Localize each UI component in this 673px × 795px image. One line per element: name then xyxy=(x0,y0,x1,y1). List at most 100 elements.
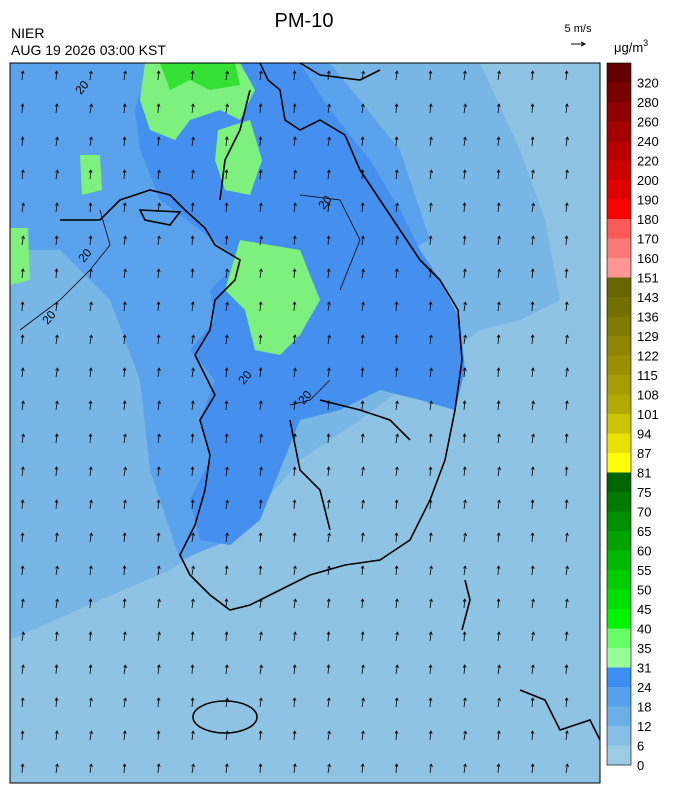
wind-arrow xyxy=(428,70,433,81)
wind-arrow xyxy=(293,598,297,609)
colorbar-cell xyxy=(607,648,631,668)
wind-arrow xyxy=(463,763,467,774)
wind-arrow xyxy=(360,400,365,411)
wind-arrow xyxy=(463,499,467,510)
colorbar-label: 18 xyxy=(637,700,651,715)
wind-arrow xyxy=(190,664,195,675)
wind-arrow xyxy=(394,730,399,741)
wind-arrow xyxy=(123,70,127,81)
wind-arrow xyxy=(20,367,25,378)
wind-arrow xyxy=(292,532,297,543)
wind-arrow xyxy=(21,598,25,609)
wind-arrow xyxy=(497,235,501,246)
wind-arrow xyxy=(394,268,399,279)
wind-arrow xyxy=(428,301,433,312)
colorbar-cell xyxy=(607,258,631,278)
wind-arrow xyxy=(123,268,127,279)
colorbar-cell xyxy=(607,550,631,571)
wind-arrow xyxy=(157,598,161,609)
wind-arrow xyxy=(463,697,467,708)
wind-arrow xyxy=(225,499,229,510)
wind-arrow xyxy=(496,730,501,741)
wind-arrow xyxy=(157,631,161,642)
wind-arrow xyxy=(156,730,161,741)
wind-arrow xyxy=(497,301,501,312)
wind-arrow xyxy=(530,268,535,279)
wind-arrow xyxy=(394,367,399,378)
wind-arrow xyxy=(20,136,25,147)
wind-arrow xyxy=(21,202,25,213)
wind-arrow xyxy=(293,400,297,411)
wind-arrow xyxy=(259,202,263,213)
wind-arrow xyxy=(259,235,263,246)
colorbar-cell xyxy=(607,82,631,103)
wind-arrow xyxy=(21,664,25,675)
wind-arrow xyxy=(327,136,331,147)
wind-arrow xyxy=(360,202,365,213)
wind-arrow xyxy=(327,532,331,543)
wind-arrows xyxy=(20,70,569,774)
wind-arrow xyxy=(258,730,263,741)
colorbar-frame xyxy=(606,62,632,766)
title: PM-10 xyxy=(275,10,334,32)
wind-arrow xyxy=(55,202,59,213)
wind-arrow xyxy=(191,136,195,147)
wind-arrow xyxy=(191,565,195,576)
wind-arrow xyxy=(54,631,59,642)
wind-arrow xyxy=(89,103,93,114)
wind-arrow xyxy=(190,466,195,477)
colorbar-cell xyxy=(607,375,631,395)
wind-arrow xyxy=(463,301,467,312)
wind-arrow xyxy=(326,169,331,180)
wind-arrow xyxy=(157,169,161,180)
wind-arrow xyxy=(190,400,195,411)
wind-arrow xyxy=(122,763,127,774)
colorbar-label: 31 xyxy=(637,661,651,676)
wind-arrow xyxy=(395,466,399,477)
colorbar-cell xyxy=(607,238,631,259)
wind-arrow xyxy=(496,103,501,114)
wind-arrow xyxy=(88,466,93,477)
wind-arrow xyxy=(326,631,331,642)
wind-arrow xyxy=(394,697,399,708)
wind-arrow xyxy=(564,202,569,213)
wind-arrow xyxy=(54,235,59,246)
wind-arrow xyxy=(292,334,297,345)
wind-arrow xyxy=(20,565,25,576)
wind-arrow xyxy=(564,631,569,642)
colorbar-label: 220 xyxy=(637,154,659,169)
wind-arrow xyxy=(497,433,501,444)
wind-arrow xyxy=(530,499,535,510)
wind-arrow xyxy=(54,697,59,708)
wind-arrow xyxy=(530,565,535,576)
wind-arrow xyxy=(21,466,25,477)
wind-arrow xyxy=(394,301,399,312)
wind-arrow xyxy=(497,697,501,708)
wind-arrow xyxy=(258,103,263,114)
wind-arrow xyxy=(190,697,195,708)
wind-arrow xyxy=(259,664,263,675)
colorbar-cell xyxy=(607,394,631,415)
wind-arrow xyxy=(565,598,569,609)
wind-arrow xyxy=(293,565,297,576)
colorbar-label: 81 xyxy=(637,466,651,481)
wind-arrow xyxy=(55,367,59,378)
wind-arrow xyxy=(123,697,127,708)
wind-arrow xyxy=(496,367,501,378)
wind-arrow xyxy=(156,268,161,279)
wind-arrow xyxy=(123,499,127,510)
wind-arrow xyxy=(122,202,127,213)
wind-arrow xyxy=(496,169,501,180)
wind-arrow xyxy=(258,499,263,510)
wind-arrow xyxy=(497,268,501,279)
wind-arrow xyxy=(496,136,501,147)
wind-arrow xyxy=(20,763,25,774)
wind-arrow xyxy=(462,235,467,246)
wind-arrow xyxy=(224,400,229,411)
wind-arrow xyxy=(428,268,433,279)
colorbar-label: 0 xyxy=(637,758,644,773)
wind-arrow xyxy=(361,301,365,312)
wind-arrow xyxy=(293,433,297,444)
wind-arrow xyxy=(395,202,399,213)
wind-arrow xyxy=(395,631,399,642)
